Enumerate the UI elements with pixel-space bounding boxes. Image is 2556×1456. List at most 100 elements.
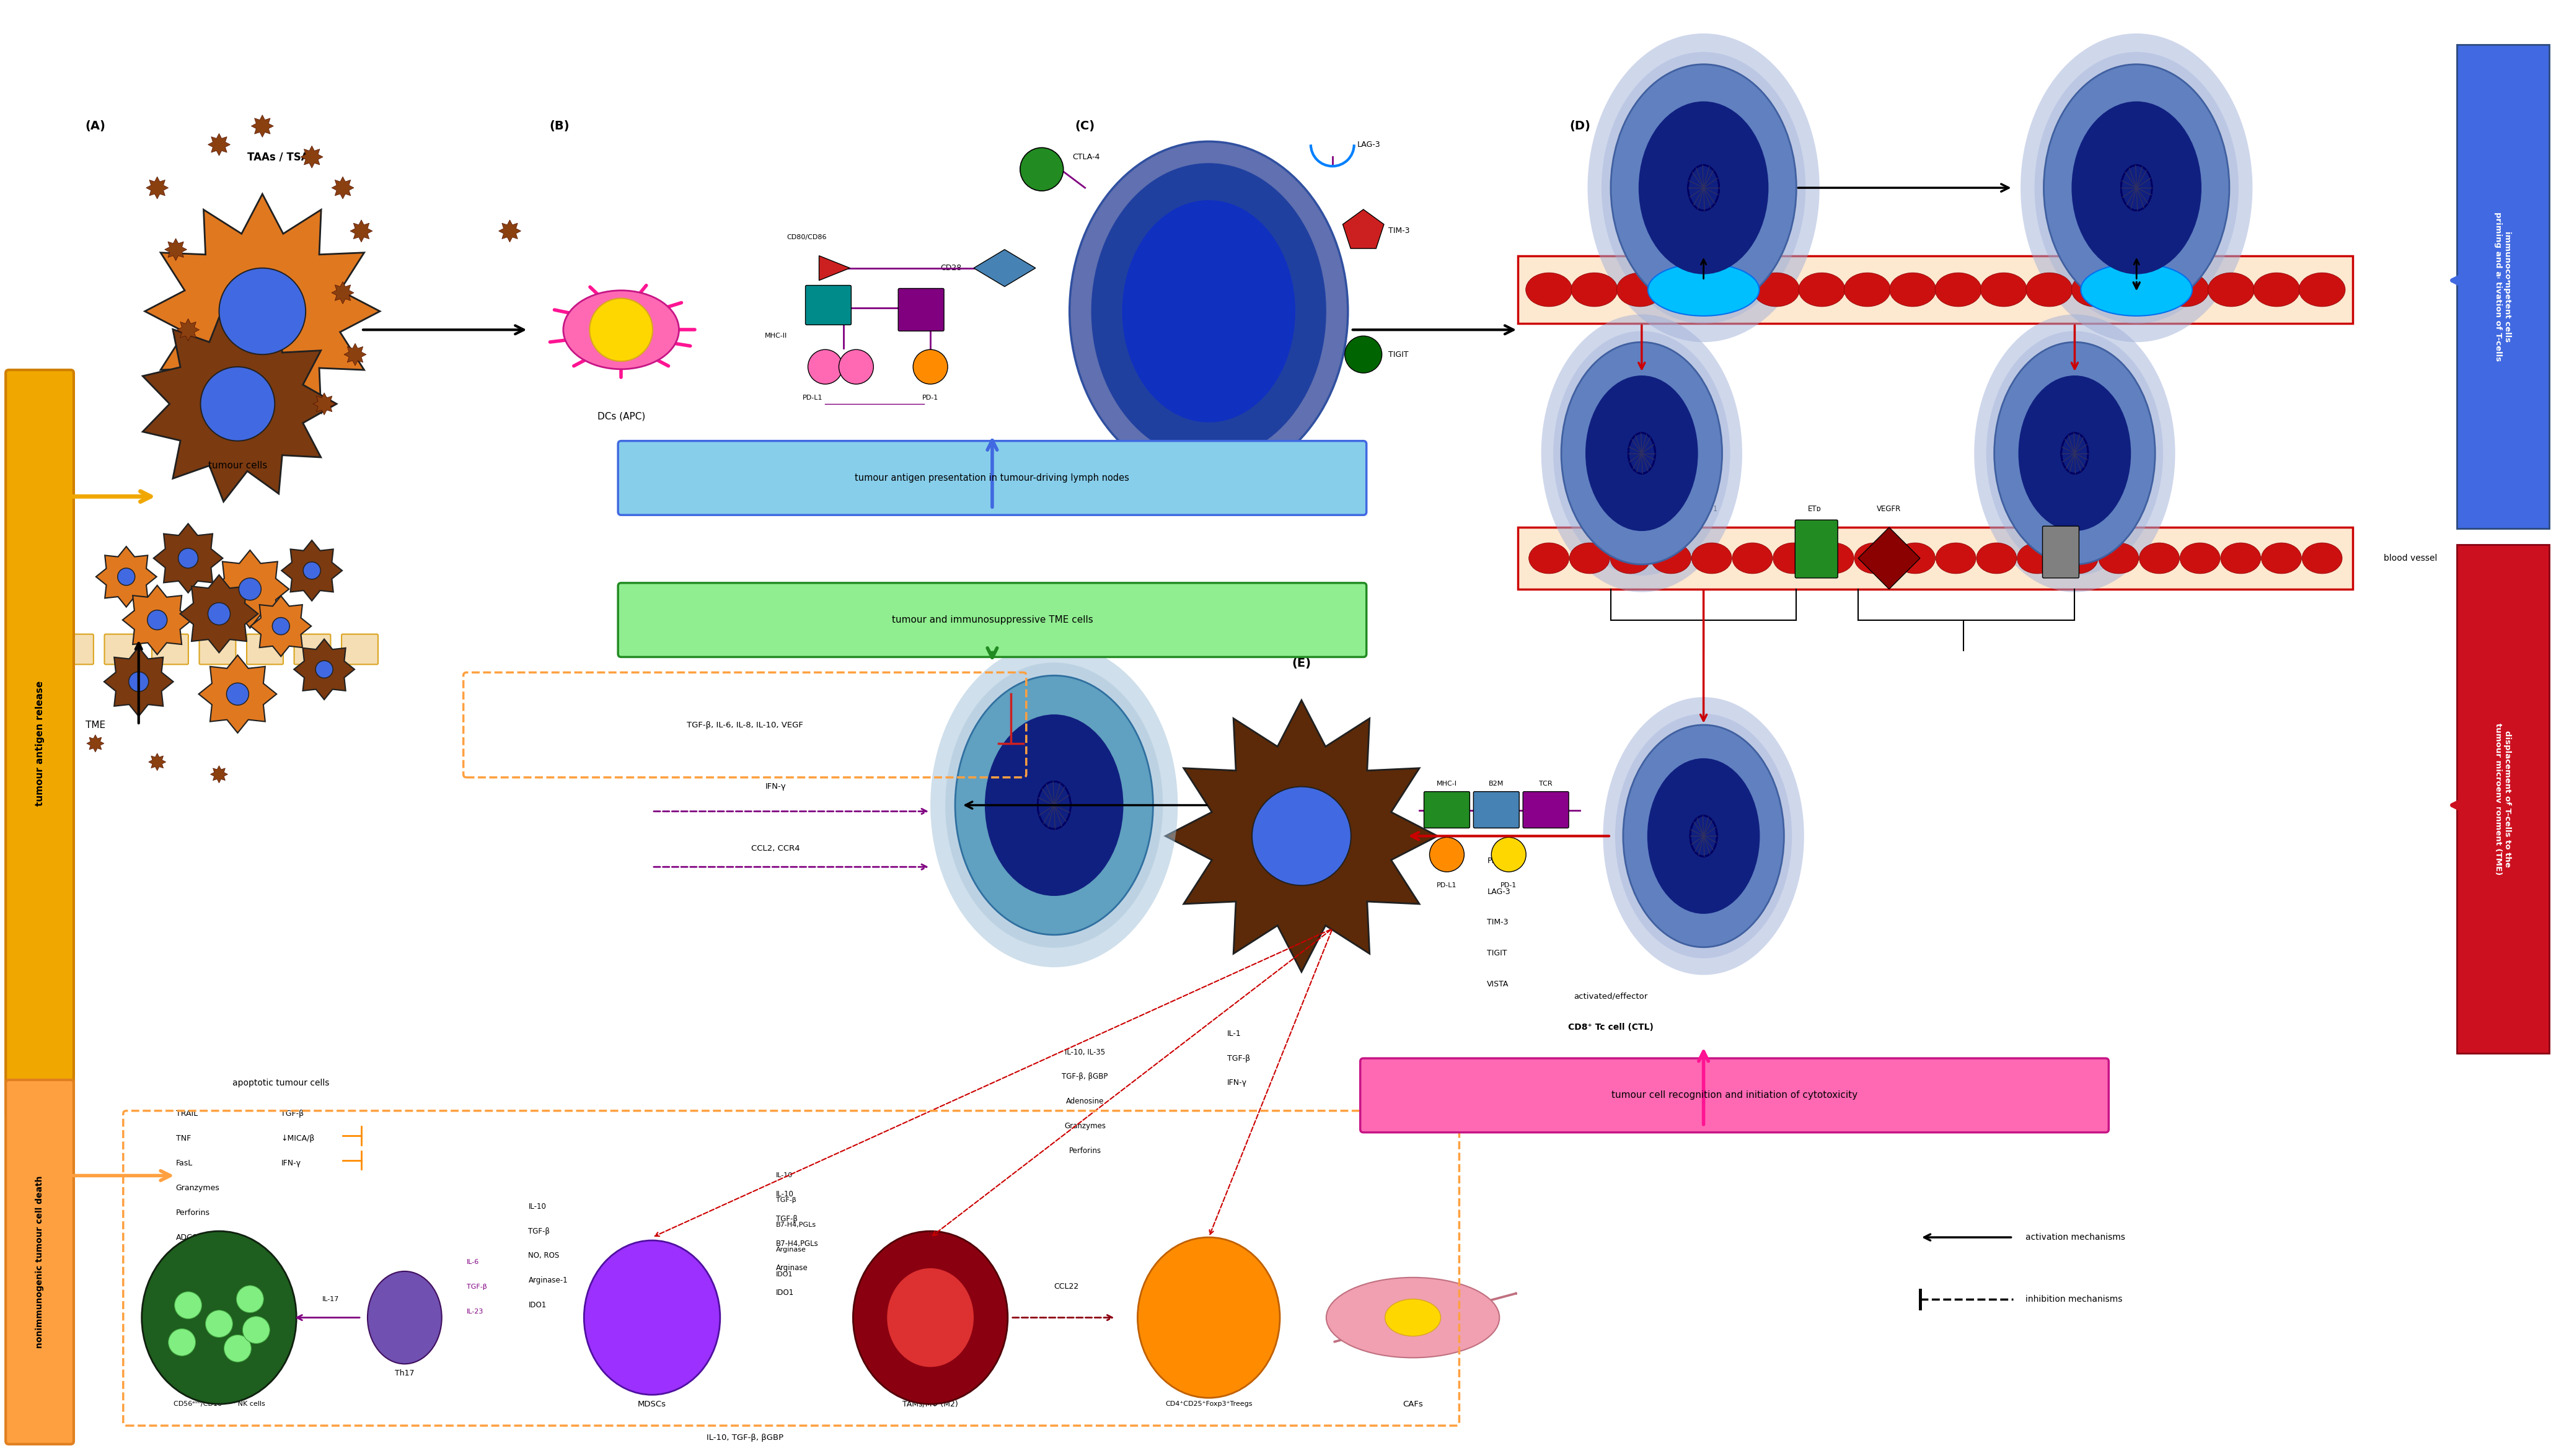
Text: Arginase: Arginase bbox=[777, 1246, 805, 1252]
Circle shape bbox=[304, 562, 320, 579]
FancyBboxPatch shape bbox=[5, 1080, 74, 1444]
Circle shape bbox=[590, 298, 652, 361]
FancyBboxPatch shape bbox=[897, 288, 943, 331]
Circle shape bbox=[207, 603, 230, 625]
Polygon shape bbox=[1166, 700, 1436, 971]
Text: CD8⁺ Tc cell (CTL): CD8⁺ Tc cell (CTL) bbox=[1567, 1024, 1654, 1032]
Ellipse shape bbox=[1528, 543, 1569, 574]
FancyBboxPatch shape bbox=[248, 635, 284, 664]
Text: LFA-1: LFA-1 bbox=[1600, 505, 1621, 513]
Ellipse shape bbox=[984, 715, 1125, 895]
Text: TCR: TCR bbox=[1539, 780, 1551, 786]
Ellipse shape bbox=[1651, 543, 1692, 574]
Text: CAFs: CAFs bbox=[1403, 1401, 1424, 1408]
Text: (F): (F) bbox=[54, 719, 74, 731]
FancyBboxPatch shape bbox=[1518, 527, 2354, 590]
FancyBboxPatch shape bbox=[1424, 792, 1470, 828]
Text: IL-17: IL-17 bbox=[322, 1296, 340, 1302]
FancyBboxPatch shape bbox=[2456, 45, 2548, 529]
Ellipse shape bbox=[141, 1232, 296, 1404]
Text: LAG-3: LAG-3 bbox=[1357, 141, 1380, 149]
Text: Perforins: Perforins bbox=[1068, 1147, 1102, 1155]
Text: ICAM-1: ICAM-1 bbox=[1598, 530, 1623, 537]
Text: apoptotic tumour cells: apoptotic tumour cells bbox=[233, 1079, 330, 1088]
Text: VLA-4: VLA-4 bbox=[1679, 505, 1702, 513]
Text: PD-L1: PD-L1 bbox=[803, 395, 823, 400]
Polygon shape bbox=[350, 220, 373, 242]
Text: CD56ᵉᴵᵐ/CD16ᵇʳᴵᵏʰᵗ NK cells: CD56ᵉᴵᵐ/CD16ᵇʳᴵᵏʰᵗ NK cells bbox=[174, 1401, 266, 1406]
Ellipse shape bbox=[368, 1271, 442, 1364]
Text: IL-10: IL-10 bbox=[777, 1190, 795, 1198]
Text: PD-L1: PD-L1 bbox=[1488, 856, 1511, 865]
FancyBboxPatch shape bbox=[1472, 792, 1518, 828]
Ellipse shape bbox=[2180, 543, 2221, 574]
Text: IL-10: IL-10 bbox=[777, 1172, 792, 1179]
Polygon shape bbox=[87, 735, 105, 753]
Ellipse shape bbox=[946, 662, 1163, 948]
Polygon shape bbox=[312, 393, 335, 415]
Text: TAMs/MΦ (M2): TAMs/MΦ (M2) bbox=[902, 1401, 958, 1408]
FancyBboxPatch shape bbox=[619, 582, 1367, 657]
Text: TGF-β: TGF-β bbox=[281, 1109, 304, 1118]
Text: Perforins: Perforins bbox=[176, 1208, 210, 1217]
Ellipse shape bbox=[2081, 264, 2193, 316]
Text: CTLA-4: CTLA-4 bbox=[1074, 153, 1099, 162]
Ellipse shape bbox=[2116, 272, 2162, 307]
Text: inhibition mechanisms: inhibition mechanisms bbox=[2024, 1294, 2121, 1303]
Text: IFN-γ: IFN-γ bbox=[764, 783, 787, 791]
Text: Granzymes: Granzymes bbox=[176, 1184, 220, 1192]
FancyBboxPatch shape bbox=[1794, 520, 1838, 578]
FancyBboxPatch shape bbox=[151, 635, 189, 664]
Ellipse shape bbox=[1585, 376, 1697, 531]
Circle shape bbox=[225, 1335, 250, 1361]
Text: MDSCs: MDSCs bbox=[639, 1401, 667, 1408]
Text: Arginase: Arginase bbox=[777, 1264, 808, 1273]
Circle shape bbox=[235, 1286, 263, 1313]
Ellipse shape bbox=[2058, 543, 2098, 574]
Ellipse shape bbox=[1137, 1238, 1281, 1398]
FancyBboxPatch shape bbox=[294, 635, 330, 664]
Ellipse shape bbox=[1707, 272, 1753, 307]
Text: CCL22: CCL22 bbox=[1053, 1283, 1079, 1291]
Text: tumour and immunosuppressive TME cells: tumour and immunosuppressive TME cells bbox=[892, 616, 1094, 625]
Text: Fas: Fas bbox=[2058, 505, 2068, 513]
Text: TNF: TNF bbox=[176, 1134, 192, 1143]
Text: CCL2, CCR4: CCL2, CCR4 bbox=[751, 844, 800, 852]
Text: TGF-β: TGF-β bbox=[777, 1214, 797, 1223]
Text: activated/effector: activated/effector bbox=[2098, 79, 2175, 87]
Ellipse shape bbox=[1894, 543, 1935, 574]
Text: activation mechanisms: activation mechanisms bbox=[2024, 1233, 2124, 1242]
Text: TGF-β, βGBP: TGF-β, βGBP bbox=[1061, 1073, 1109, 1080]
FancyBboxPatch shape bbox=[1360, 1059, 2109, 1133]
Polygon shape bbox=[148, 753, 166, 770]
Ellipse shape bbox=[1603, 697, 1805, 976]
Text: tumour antigen release: tumour antigen release bbox=[36, 681, 43, 807]
Text: PD-1: PD-1 bbox=[923, 395, 938, 400]
Polygon shape bbox=[199, 655, 276, 732]
Ellipse shape bbox=[956, 676, 1153, 935]
Text: IL-10, TGF-β, βGBP: IL-10, TGF-β, βGBP bbox=[705, 1434, 782, 1441]
Circle shape bbox=[227, 683, 248, 705]
Ellipse shape bbox=[1753, 272, 1799, 307]
Ellipse shape bbox=[1976, 543, 2017, 574]
Text: TIGIT: TIGIT bbox=[1488, 949, 1508, 958]
Text: naïve T cell: naïve T cell bbox=[1181, 448, 1235, 459]
Text: Th17: Th17 bbox=[394, 1369, 414, 1377]
Ellipse shape bbox=[1843, 272, 1891, 307]
Text: IL-10, IL-35: IL-10, IL-35 bbox=[1066, 1048, 1104, 1056]
Text: CD28: CD28 bbox=[941, 264, 961, 272]
Circle shape bbox=[838, 349, 874, 384]
Polygon shape bbox=[250, 596, 312, 657]
Text: B2M: B2M bbox=[1488, 780, 1503, 786]
Circle shape bbox=[238, 578, 261, 600]
Polygon shape bbox=[498, 220, 521, 242]
Ellipse shape bbox=[1122, 199, 1296, 422]
Text: tumour cells: tumour cells bbox=[207, 462, 268, 470]
Ellipse shape bbox=[1935, 272, 1981, 307]
Text: displacement of T-cells to the
tumour microenvironment (TME): displacement of T-cells to the tumour mi… bbox=[2495, 724, 2513, 875]
Circle shape bbox=[220, 268, 307, 354]
Polygon shape bbox=[143, 306, 337, 502]
Ellipse shape bbox=[1554, 331, 1730, 575]
Polygon shape bbox=[345, 344, 366, 365]
Circle shape bbox=[148, 610, 166, 630]
